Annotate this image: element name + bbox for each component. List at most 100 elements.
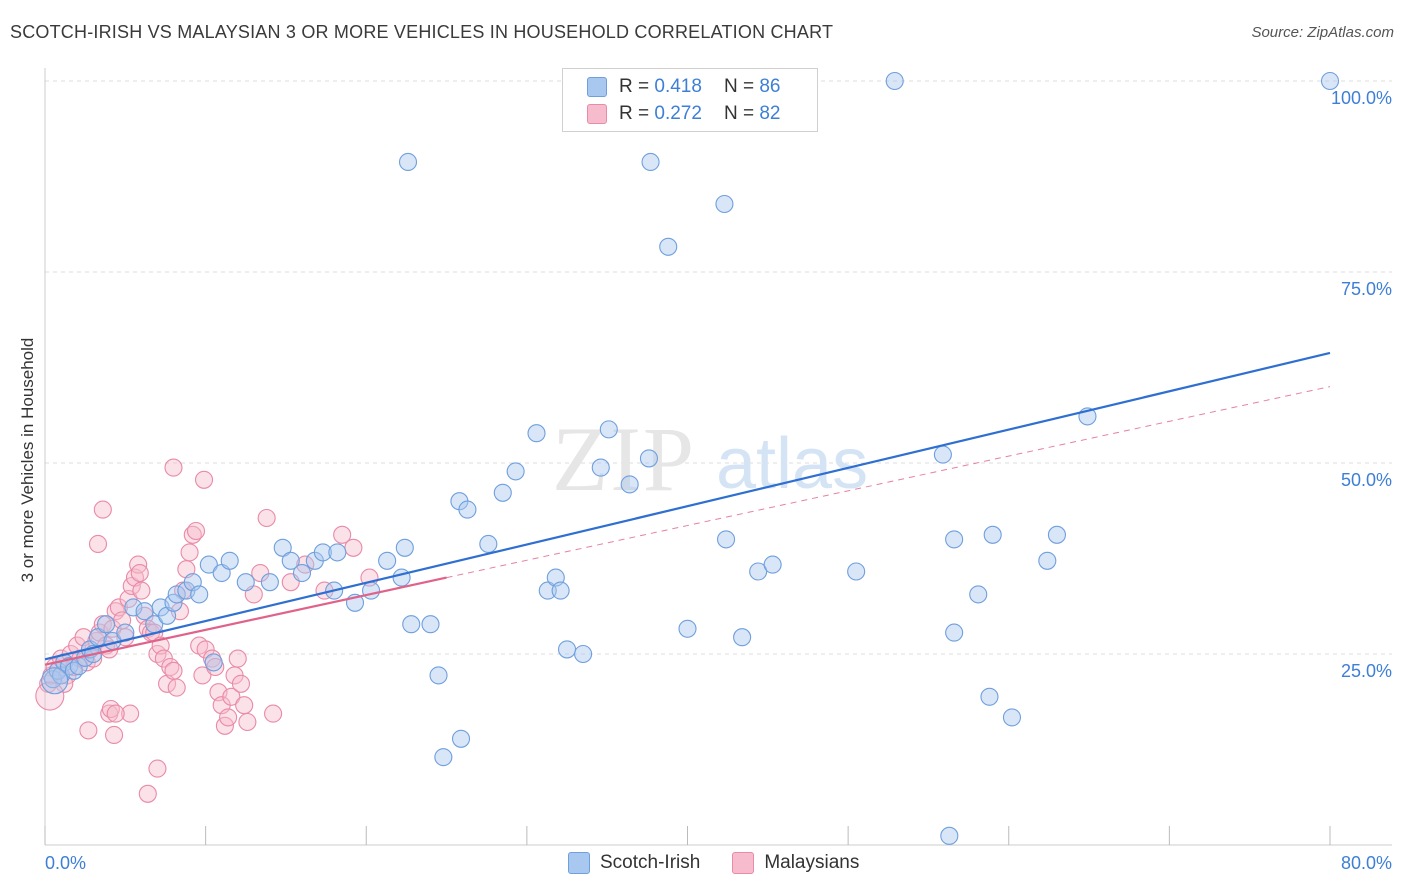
scotch-irish-point	[716, 530, 736, 549]
tick-label-layer: 25.0% 50.0% 75.0% 100.0% 0.0% 80.0%	[45, 88, 1392, 873]
malaysians-point	[344, 538, 363, 557]
legend-swatch-pink	[587, 104, 607, 124]
malaysians-point	[79, 721, 98, 740]
scotch-irish-point	[392, 568, 411, 587]
x-tick-label-min: 0.0%	[45, 853, 86, 873]
scotch-irish-point	[551, 581, 570, 600]
scotch-irish-point	[281, 551, 300, 570]
malaysians-point	[186, 521, 206, 541]
scotch-irish-point	[945, 623, 964, 642]
malaysians-point	[264, 704, 283, 723]
y-tick-label: 50.0%	[1341, 470, 1392, 490]
scotch-irish-point	[591, 458, 610, 477]
scotch-irish-point	[204, 653, 223, 672]
scotch-irish-point	[167, 585, 186, 604]
malaysians-point	[251, 563, 270, 583]
series-legend-scotch-irish: Scotch-Irish	[568, 852, 700, 874]
malaysians-point	[121, 704, 140, 723]
series-label: Malaysians	[764, 852, 860, 873]
series-swatch-blue	[568, 852, 590, 874]
x-tick-label-max: 80.0%	[1341, 853, 1392, 873]
malaysians-point	[235, 696, 254, 715]
malaysians-point	[180, 543, 199, 562]
malaysians-point	[164, 661, 183, 680]
malaysians-point	[93, 500, 112, 519]
scotch-irish-point	[328, 543, 347, 562]
malaysians-point	[219, 708, 238, 727]
scotch-irish-point	[292, 563, 312, 583]
scotch-irish-point	[659, 237, 678, 256]
legend-swatch-blue	[587, 77, 607, 97]
malaysians-point	[196, 640, 215, 659]
malaysians-point	[167, 678, 186, 697]
scotch-irish-point	[362, 581, 381, 600]
legend-r-label: R =	[619, 103, 650, 124]
malaysians-point	[194, 470, 214, 489]
scotch-irish-point	[96, 615, 116, 634]
scotch-irish-point	[236, 573, 255, 592]
legend-n-label: N =	[723, 76, 755, 97]
scotch-irish-point	[885, 71, 904, 91]
scotch-irish-points	[41, 71, 1340, 845]
scotch-irish-point	[983, 525, 1002, 544]
scotch-irish-point	[557, 640, 577, 659]
scotch-irish-point	[733, 628, 752, 647]
legend-n-value: 82	[759, 103, 781, 124]
malaysians-point	[132, 581, 151, 600]
scotch-irish-point	[378, 551, 397, 570]
watermark-atlas: atlas	[716, 424, 868, 504]
scotch-irish-point	[421, 615, 440, 634]
scotch-irish-point	[493, 483, 512, 502]
scotch-irish-point	[429, 666, 448, 685]
scotch-irish-point	[847, 562, 866, 581]
scotch-irish-trendline	[44, 351, 1331, 661]
scotch-irish-point	[763, 555, 782, 574]
scotch-irish-point	[639, 449, 659, 468]
scotch-irish-point	[1320, 71, 1340, 91]
watermark-layer: ZIP atlas	[552, 408, 868, 510]
malaysians-point	[148, 759, 167, 778]
series-legend: Scotch-Irish Malaysians	[568, 852, 891, 874]
scotch-irish-point	[451, 729, 471, 748]
malaysians-point	[35, 681, 65, 711]
trend-layer	[44, 351, 1331, 666]
series-legend-malaysians: Malaysians	[732, 852, 859, 874]
scotch-irish-point	[749, 562, 768, 581]
grid-layer	[45, 80, 1392, 655]
scotch-irish-point	[479, 534, 498, 554]
malaysians-point	[257, 508, 276, 528]
scotch-irish-point	[41, 667, 69, 695]
malaysians-point	[222, 687, 241, 706]
legend-n-label: N =	[723, 103, 755, 124]
malaysians-point	[333, 525, 352, 544]
scotch-irish-point	[641, 152, 660, 172]
series-label: Scotch-Irish	[600, 852, 701, 873]
scotch-irish-point	[395, 538, 414, 557]
scotch-irish-point	[458, 500, 477, 519]
scotch-irish-point	[190, 585, 209, 604]
scotch-irish-point	[1002, 708, 1022, 727]
correlation-legend: R = 0.418 N = 86 R = 0.272 N = 82	[562, 68, 818, 132]
legend-r-value: 0.418	[654, 76, 702, 97]
scotch-irish-point	[506, 462, 525, 481]
scotch-irish-point	[945, 530, 964, 549]
legend-r-label: R =	[619, 76, 650, 97]
scotch-irish-point	[199, 555, 218, 574]
scotch-irish-point	[538, 581, 557, 600]
malaysians-point	[105, 725, 124, 745]
legend-row-malaysians: R = 0.272 N = 82	[587, 102, 780, 126]
scotch-irish-point	[220, 551, 239, 570]
y-tick-label: 100.0%	[1331, 88, 1392, 108]
scotch-irish-point	[124, 598, 143, 617]
malaysians-point	[88, 534, 108, 554]
scotch-irish-point	[980, 687, 999, 706]
watermark-zip: ZIP	[552, 408, 696, 510]
malaysians-point	[130, 563, 149, 583]
legend-r-value: 0.272	[654, 103, 702, 124]
malaysians-trendline	[44, 576, 447, 666]
malaysians-point	[193, 666, 212, 685]
scotch-irish-point	[260, 573, 279, 592]
scotch-irish-point	[715, 194, 734, 214]
scotch-irish-point	[313, 543, 332, 562]
